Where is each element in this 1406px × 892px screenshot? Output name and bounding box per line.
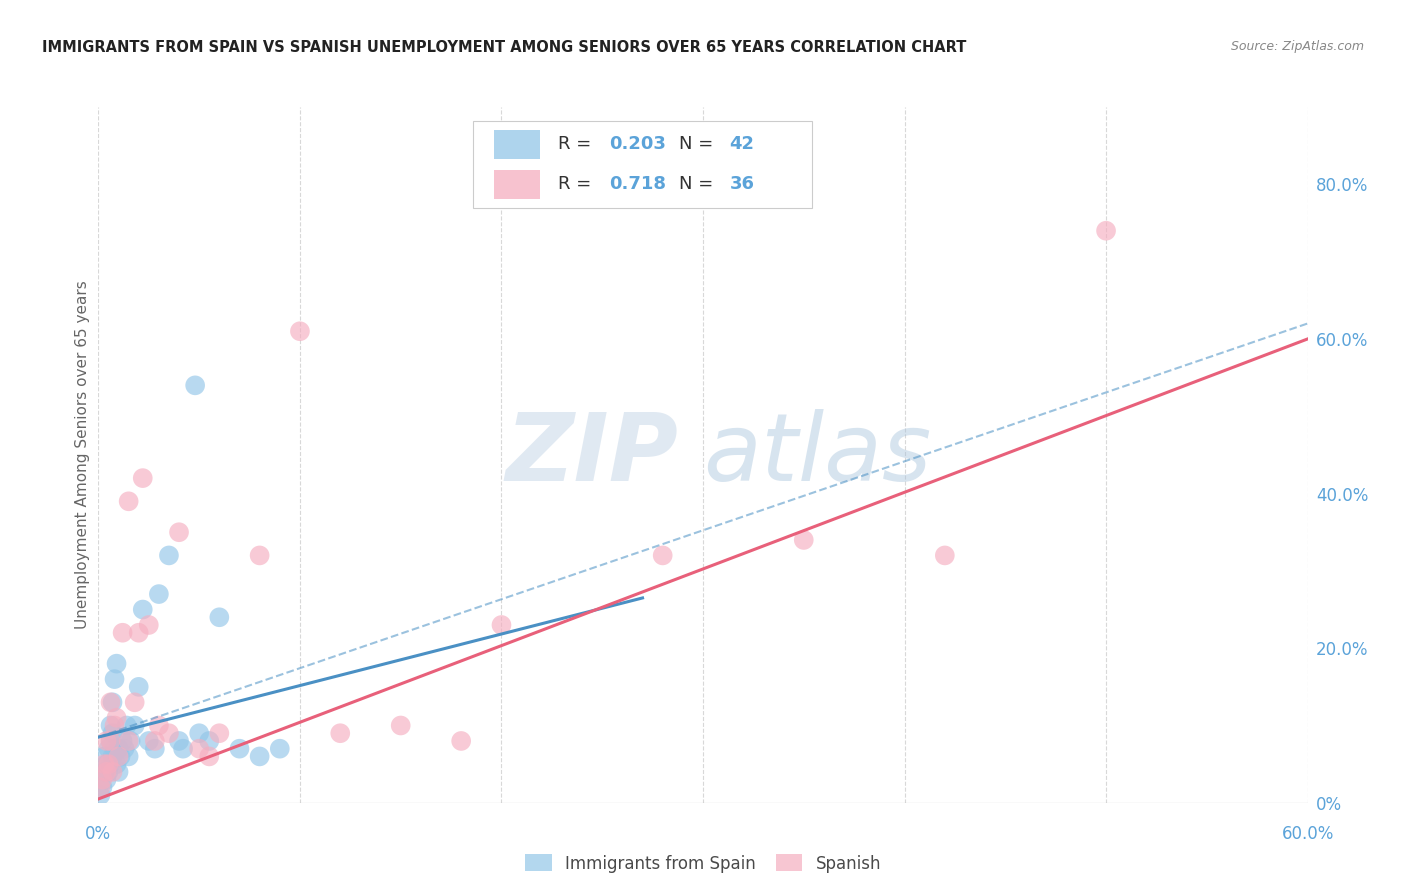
Point	[96, 772, 118, 787]
FancyBboxPatch shape	[474, 121, 811, 208]
Point	[101, 749, 124, 764]
Point	[288, 324, 311, 338]
Point	[93, 757, 115, 772]
Point	[118, 749, 141, 764]
Point	[198, 734, 221, 748]
Point	[132, 602, 155, 616]
FancyBboxPatch shape	[494, 169, 540, 199]
Point	[111, 734, 134, 748]
Point	[93, 749, 115, 764]
Point	[100, 734, 122, 748]
Point	[249, 549, 271, 563]
Point	[143, 734, 166, 748]
Point	[249, 749, 271, 764]
Point	[228, 741, 250, 756]
Point	[100, 734, 122, 748]
Point	[97, 757, 120, 772]
Point	[128, 680, 150, 694]
Point	[329, 726, 352, 740]
Point	[132, 471, 155, 485]
Point	[157, 726, 180, 740]
Point	[96, 764, 118, 779]
Point	[167, 525, 190, 540]
Point	[934, 549, 956, 563]
Text: 0.203: 0.203	[609, 136, 665, 153]
Point	[100, 695, 122, 709]
Y-axis label: Unemployment Among Seniors over 65 years: Unemployment Among Seniors over 65 years	[75, 281, 90, 629]
Point	[97, 764, 120, 779]
Point	[91, 780, 114, 795]
Text: 36: 36	[730, 176, 755, 194]
Point	[96, 734, 118, 748]
Point	[100, 757, 122, 772]
Text: 42: 42	[730, 136, 755, 153]
Point	[97, 741, 120, 756]
Point	[101, 726, 124, 740]
Point	[100, 718, 122, 732]
Point	[105, 711, 128, 725]
Point	[103, 718, 125, 732]
Point	[105, 657, 128, 671]
Point	[389, 718, 412, 732]
Point	[103, 741, 125, 756]
Point	[208, 610, 231, 624]
Text: R =: R =	[558, 136, 598, 153]
Point	[110, 749, 132, 764]
Point	[111, 625, 134, 640]
Point	[93, 764, 115, 779]
Point	[793, 533, 815, 547]
Point	[157, 549, 180, 563]
Point	[101, 695, 124, 709]
Point	[91, 772, 114, 787]
Point	[105, 757, 128, 772]
FancyBboxPatch shape	[494, 130, 540, 159]
Point	[198, 749, 221, 764]
Text: 0%: 0%	[86, 825, 111, 843]
Point	[184, 378, 207, 392]
Text: atlas: atlas	[703, 409, 931, 500]
Text: 0.718: 0.718	[609, 176, 665, 194]
Point	[172, 741, 194, 756]
Text: 60.0%: 60.0%	[1281, 825, 1334, 843]
Text: N =: N =	[679, 136, 718, 153]
Point	[269, 741, 291, 756]
Point	[120, 734, 142, 748]
Text: N =: N =	[679, 176, 718, 194]
Point	[167, 734, 190, 748]
Point	[107, 749, 129, 764]
Point	[491, 618, 513, 632]
Point	[188, 726, 211, 740]
Point	[128, 625, 150, 640]
Point	[138, 734, 160, 748]
Point	[107, 764, 129, 779]
Point	[101, 764, 124, 779]
Point	[89, 780, 111, 795]
Point	[124, 695, 146, 709]
Text: Source: ZipAtlas.com: Source: ZipAtlas.com	[1230, 40, 1364, 54]
Legend: Immigrants from Spain, Spanish: Immigrants from Spain, Spanish	[519, 847, 887, 880]
Point	[208, 726, 231, 740]
Text: R =: R =	[558, 176, 598, 194]
Point	[148, 718, 170, 732]
Point	[107, 741, 129, 756]
Text: IMMIGRANTS FROM SPAIN VS SPANISH UNEMPLOYMENT AMONG SENIORS OVER 65 YEARS CORREL: IMMIGRANTS FROM SPAIN VS SPANISH UNEMPLO…	[42, 40, 966, 55]
Point	[114, 741, 136, 756]
Point	[1095, 224, 1118, 238]
Point	[450, 734, 472, 748]
Point	[103, 672, 125, 686]
Point	[89, 788, 111, 802]
Point	[124, 718, 146, 732]
Point	[651, 549, 673, 563]
Point	[138, 618, 160, 632]
Point	[118, 494, 141, 508]
Point	[143, 741, 166, 756]
Text: ZIP: ZIP	[506, 409, 679, 501]
Point	[115, 718, 138, 732]
Point	[96, 757, 118, 772]
Point	[118, 734, 141, 748]
Point	[188, 741, 211, 756]
Point	[148, 587, 170, 601]
